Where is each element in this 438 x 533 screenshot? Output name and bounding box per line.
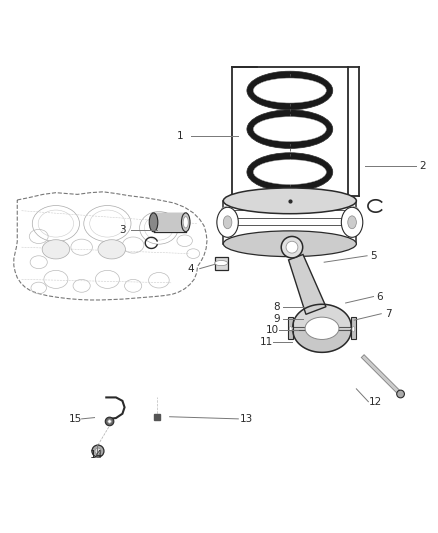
Text: 12: 12 (369, 397, 382, 407)
Bar (350, 317, 356, 340)
Text: 1: 1 (177, 131, 184, 141)
Ellipse shape (350, 222, 358, 229)
Polygon shape (293, 330, 351, 352)
Ellipse shape (247, 110, 333, 149)
Ellipse shape (105, 417, 114, 426)
Ellipse shape (183, 216, 188, 228)
Ellipse shape (350, 207, 358, 214)
Ellipse shape (247, 71, 333, 110)
Ellipse shape (95, 448, 101, 454)
Ellipse shape (149, 213, 158, 232)
Ellipse shape (281, 237, 303, 258)
Bar (215, 256, 228, 270)
Ellipse shape (253, 117, 326, 142)
Ellipse shape (42, 240, 70, 259)
Ellipse shape (350, 215, 358, 221)
Text: 13: 13 (240, 414, 254, 424)
Text: 15: 15 (69, 414, 82, 424)
Polygon shape (293, 304, 351, 327)
Text: 3: 3 (119, 225, 126, 235)
Text: 10: 10 (266, 325, 279, 335)
Text: 7: 7 (385, 309, 392, 319)
Polygon shape (289, 254, 326, 314)
Ellipse shape (397, 390, 404, 398)
Text: 11: 11 (260, 337, 273, 346)
Text: 8: 8 (274, 302, 280, 312)
Text: 4: 4 (188, 264, 194, 273)
Ellipse shape (221, 207, 230, 214)
Ellipse shape (253, 159, 326, 184)
Ellipse shape (247, 153, 333, 191)
Polygon shape (293, 325, 351, 329)
Ellipse shape (286, 241, 298, 253)
Ellipse shape (223, 231, 357, 256)
Ellipse shape (221, 222, 230, 229)
Ellipse shape (108, 420, 111, 423)
Bar (154, 213, 186, 232)
Ellipse shape (253, 78, 326, 103)
Ellipse shape (217, 207, 238, 237)
Text: 2: 2 (420, 160, 426, 171)
Ellipse shape (223, 188, 357, 214)
Ellipse shape (289, 327, 292, 332)
Text: 14: 14 (90, 450, 103, 461)
Text: 9: 9 (274, 314, 280, 324)
Ellipse shape (98, 240, 125, 259)
Ellipse shape (215, 261, 228, 265)
Text: 5: 5 (370, 251, 377, 261)
Ellipse shape (221, 215, 230, 221)
Text: 6: 6 (377, 292, 383, 302)
Ellipse shape (305, 317, 339, 340)
Ellipse shape (341, 207, 363, 237)
Bar (232, 67, 348, 196)
Ellipse shape (181, 213, 190, 232)
Ellipse shape (348, 216, 357, 229)
Ellipse shape (92, 445, 104, 457)
Bar (288, 317, 293, 340)
Ellipse shape (352, 327, 355, 332)
Polygon shape (14, 192, 207, 300)
Ellipse shape (223, 216, 232, 229)
